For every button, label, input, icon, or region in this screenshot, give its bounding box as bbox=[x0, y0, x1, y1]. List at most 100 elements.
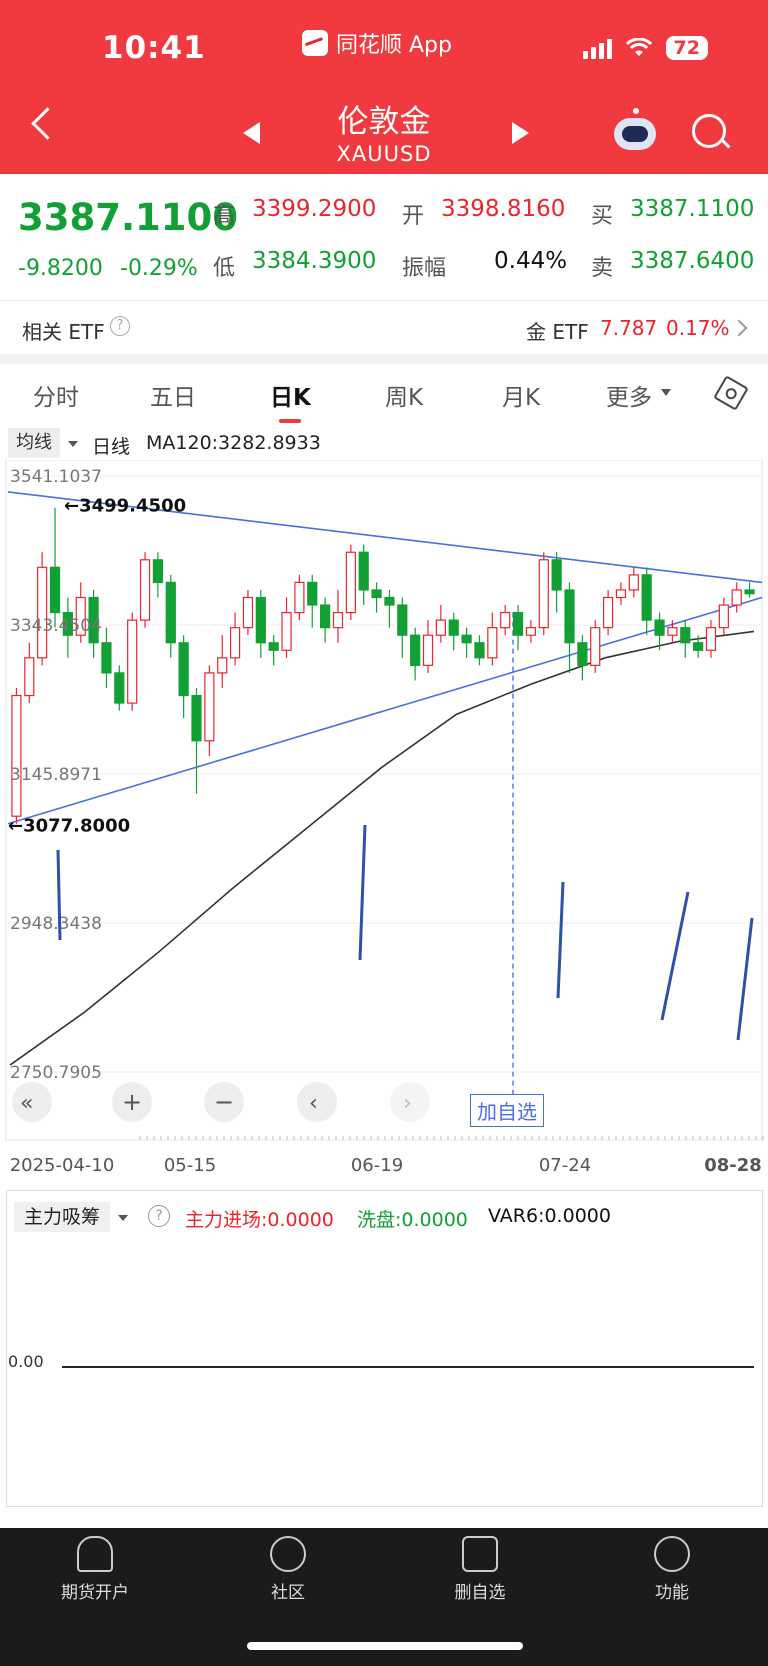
candle-body bbox=[487, 627, 498, 659]
candle-body bbox=[49, 566, 61, 614]
top-header: 10:41 同花顺 App 72 伦敦金 XAUUSD bbox=[0, 0, 768, 174]
y-tick-label: 2750.7905 bbox=[10, 1063, 102, 1083]
caret-down-icon bbox=[68, 441, 78, 447]
nav-futures-account[interactable]: 期货开户 bbox=[35, 1536, 155, 1603]
low-label: 低 bbox=[213, 256, 236, 281]
help-icon[interactable]: ? bbox=[148, 1205, 170, 1227]
ma120-line bbox=[9, 630, 755, 1066]
low-marker-label: ←3077.8000 bbox=[8, 815, 130, 836]
candle-body bbox=[204, 672, 215, 742]
tab-daily-k[interactable]: 日K bbox=[270, 385, 311, 411]
high-label: 高 bbox=[213, 204, 236, 229]
candle-body bbox=[24, 657, 35, 697]
candle-body bbox=[294, 581, 305, 614]
ma120-value: MA120:3282.8933 bbox=[146, 432, 321, 454]
tab-weekly-k[interactable]: 周K bbox=[385, 385, 424, 411]
user-account-icon bbox=[77, 1536, 113, 1572]
zero-axis-label: 0.00 bbox=[8, 1352, 44, 1371]
tab-more[interactable]: 更多 bbox=[606, 385, 652, 411]
candle-body bbox=[744, 589, 755, 595]
ma-type-selector[interactable]: 均线 bbox=[8, 428, 60, 458]
y-tick-label: 3145.8971 bbox=[10, 765, 102, 785]
search-icon[interactable] bbox=[692, 114, 726, 148]
candle-body bbox=[229, 627, 241, 659]
support-trendline bbox=[7, 596, 763, 825]
candle-body bbox=[435, 619, 446, 636]
tab-intraday[interactable]: 分时 bbox=[33, 385, 79, 411]
nav-remove-watchlist[interactable]: 删自选 bbox=[420, 1536, 540, 1603]
candle-body bbox=[422, 634, 434, 666]
cellular-signal-icon bbox=[582, 37, 612, 59]
sub-indicator-panel bbox=[6, 1190, 763, 1507]
caret-down-icon bbox=[661, 389, 671, 396]
candle-body bbox=[384, 596, 395, 606]
annotation-arrow bbox=[556, 881, 565, 999]
candle-body bbox=[268, 642, 279, 651]
nav-label: 功能 bbox=[655, 1583, 689, 1603]
candle-body bbox=[461, 634, 472, 644]
last-price: 3387.1100 bbox=[18, 196, 239, 239]
app-label: 同花顺 App bbox=[302, 27, 452, 59]
zoom-out-icon[interactable]: − bbox=[204, 1082, 244, 1122]
amplitude-label: 振幅 bbox=[402, 256, 447, 281]
related-etf-bar[interactable] bbox=[0, 300, 768, 355]
candle-body bbox=[191, 694, 202, 742]
app-logo-icon bbox=[302, 30, 328, 56]
open-label: 开 bbox=[402, 204, 425, 229]
candle-body bbox=[525, 627, 537, 636]
nav-community[interactable]: 社区 bbox=[228, 1536, 348, 1603]
candlestick-chart[interactable]: 3541.1037 3343.4504 3145.8971 2948.3438 2750… bbox=[0, 460, 768, 1180]
candle-body bbox=[320, 604, 331, 629]
sell-value: 3387.6400 bbox=[630, 248, 755, 274]
price-change-pct: -0.29% bbox=[120, 256, 198, 281]
candle-body bbox=[332, 611, 344, 629]
add-watchlist-button[interactable]: 加自选 bbox=[470, 1094, 544, 1127]
candle-body bbox=[500, 611, 511, 629]
candle-body bbox=[718, 604, 729, 629]
annotation-arrow bbox=[358, 824, 367, 961]
help-icon[interactable]: ? bbox=[110, 316, 130, 336]
candle-body bbox=[75, 596, 86, 636]
nav-functions[interactable]: 功能 bbox=[612, 1536, 732, 1603]
candle-body bbox=[474, 642, 485, 659]
candle-body bbox=[590, 627, 601, 666]
candle-body bbox=[358, 551, 369, 591]
candle-body bbox=[11, 694, 22, 817]
buy-value: 3387.1100 bbox=[630, 196, 755, 222]
x-tick-label: 08-28 bbox=[704, 1155, 762, 1176]
candle-body bbox=[397, 604, 408, 636]
settings-icon[interactable] bbox=[713, 375, 749, 411]
candle-body bbox=[37, 566, 48, 659]
x-tick-label: 2025-04-10 bbox=[10, 1155, 115, 1176]
scroll-left-icon[interactable]: ‹ bbox=[297, 1082, 337, 1122]
resistance-trendline bbox=[7, 491, 763, 584]
candle-body bbox=[641, 574, 652, 621]
tab-monthly-k[interactable]: 月K bbox=[502, 385, 541, 411]
svg-text:+: + bbox=[122, 1088, 142, 1116]
x-tick-label: 05-15 bbox=[164, 1155, 216, 1176]
candle-body bbox=[602, 596, 614, 629]
sub-indicator-selector[interactable]: 主力吸筹 bbox=[14, 1202, 111, 1232]
amplitude-value: 0.44% bbox=[494, 248, 568, 274]
candle-body bbox=[628, 574, 639, 591]
active-tab-indicator bbox=[279, 419, 301, 423]
next-instrument-icon[interactable] bbox=[512, 122, 529, 144]
previous-instrument-icon[interactable] bbox=[243, 122, 260, 144]
zoom-in-icon[interactable]: + bbox=[112, 1082, 152, 1122]
candle-body bbox=[577, 642, 588, 666]
status-icons: 72 bbox=[582, 36, 708, 60]
candle-body bbox=[371, 589, 382, 599]
menu-icon bbox=[654, 1536, 690, 1572]
candle-body bbox=[139, 559, 151, 621]
tab-five-day[interactable]: 五日 bbox=[150, 385, 196, 411]
candle-body bbox=[512, 611, 524, 636]
section-divider bbox=[0, 354, 768, 364]
scroll-right-icon[interactable]: › bbox=[390, 1082, 430, 1122]
assistant-robot-icon[interactable] bbox=[614, 108, 656, 150]
candle-body bbox=[217, 657, 228, 674]
x-tick-label: 07-24 bbox=[539, 1155, 591, 1176]
candle-body bbox=[165, 581, 176, 644]
candle-body bbox=[255, 596, 266, 644]
chart-frame bbox=[5, 460, 763, 1141]
collapse-icon[interactable]: « bbox=[12, 1082, 52, 1122]
